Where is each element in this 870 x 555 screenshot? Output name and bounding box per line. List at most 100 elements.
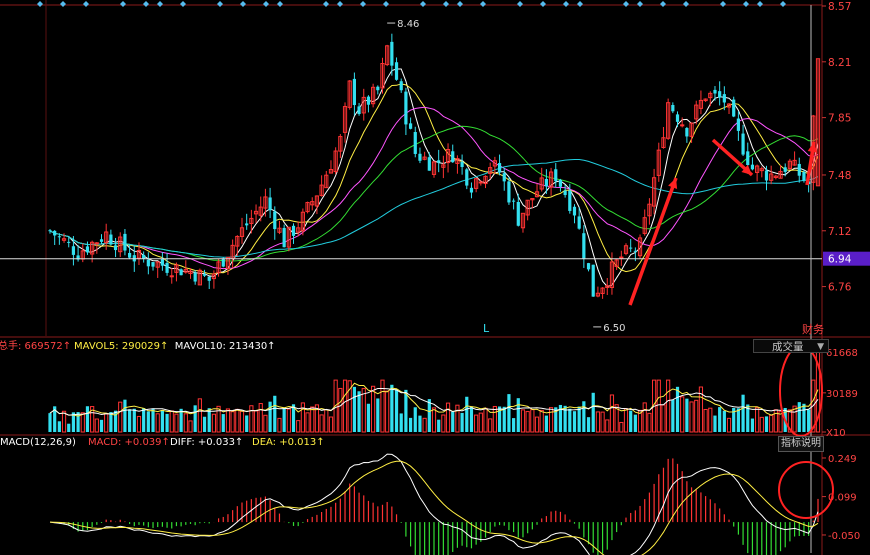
candle-body	[324, 174, 329, 189]
volume-bar	[71, 412, 76, 432]
candle-body	[698, 99, 704, 109]
volume-bar	[399, 413, 403, 432]
candle-body	[783, 167, 787, 172]
volume-bar	[671, 399, 675, 432]
volume-bar	[357, 391, 361, 432]
volume-bar	[67, 423, 71, 432]
volume-bar	[755, 407, 760, 433]
volume-bar	[207, 408, 211, 432]
candle-body	[404, 91, 408, 125]
candle-body	[319, 184, 324, 196]
volume-bar	[118, 401, 123, 433]
volume-bar	[451, 411, 455, 432]
volume-bar	[273, 395, 277, 432]
indicator-help-button[interactable]: 指标说明	[778, 436, 824, 452]
event-marker	[143, 1, 149, 7]
event-marker	[720, 1, 726, 7]
price-tick-label: 7.48	[828, 170, 851, 182]
volume-bar	[94, 418, 99, 433]
event-marker	[637, 1, 643, 7]
event-marker	[683, 1, 689, 7]
candle-body	[605, 285, 610, 288]
candle-body	[539, 177, 544, 190]
candle-body	[99, 239, 104, 242]
volume-bar	[750, 418, 755, 432]
volume-bar	[314, 404, 320, 433]
event-marker	[757, 1, 763, 7]
price-tick-label: 6.76	[828, 282, 852, 294]
volume-bar	[764, 416, 769, 432]
candle-body	[347, 80, 352, 108]
volume-bar	[277, 417, 282, 433]
volume-tick-label: X10	[826, 428, 846, 439]
candle-body	[67, 241, 71, 243]
candle-body	[431, 161, 437, 175]
volume-bar	[437, 419, 441, 432]
candle-body	[104, 231, 109, 244]
candle-body	[437, 160, 441, 163]
volume-bar	[703, 408, 708, 433]
high-marker-label: 8.46	[397, 19, 419, 30]
candle-body	[656, 149, 661, 176]
event-marker	[780, 1, 786, 7]
volume-bar	[568, 408, 572, 432]
candle-body	[357, 106, 361, 115]
indicator-selector-label: 成交量	[772, 341, 804, 353]
candle-body	[736, 118, 740, 131]
candle-body	[637, 237, 643, 257]
volume-bar	[718, 407, 722, 432]
volume-bar	[286, 408, 291, 433]
volume-bar	[708, 407, 713, 433]
candle-body	[113, 245, 118, 251]
volume-bar	[534, 416, 540, 433]
event-marker	[743, 1, 749, 7]
candle-body	[273, 211, 277, 230]
volume-bar	[422, 417, 427, 433]
candle-body	[221, 258, 225, 267]
macd-header-0: MACD(12,26,9)	[0, 437, 76, 448]
volume-bar	[404, 389, 408, 432]
volume-bar	[675, 386, 680, 432]
mavol10-line	[49, 388, 819, 416]
candle-body	[193, 272, 197, 282]
marker-l: L	[483, 322, 490, 335]
candle-body	[750, 164, 755, 170]
candle-body	[146, 259, 150, 267]
candle-body	[619, 256, 624, 259]
event-marker	[577, 1, 583, 7]
candle-body	[71, 246, 76, 255]
volume-bar	[113, 410, 118, 432]
volume-bar	[685, 398, 689, 432]
macd-highlight-circle	[778, 461, 834, 519]
candle-body	[685, 128, 689, 137]
candle-body	[741, 133, 745, 155]
candle-body	[488, 167, 493, 174]
indicator-selector[interactable]: 成交量 ▼	[753, 339, 829, 353]
volume-bar	[539, 409, 544, 433]
volume-bar	[352, 386, 356, 432]
candle-body	[815, 58, 821, 187]
candle-body	[726, 103, 732, 108]
candle-body	[197, 269, 202, 286]
volume-bar	[512, 418, 516, 432]
price-tick-label: 7.85	[828, 113, 851, 125]
event-marker	[540, 1, 546, 7]
candle-body	[174, 264, 179, 273]
volume-bar	[338, 387, 343, 433]
candle-body	[123, 233, 127, 251]
finance-label: 财务	[802, 322, 824, 336]
volume-bar	[689, 401, 694, 433]
volume-bar	[90, 406, 95, 433]
candle-body	[179, 269, 183, 276]
volume-bar	[544, 415, 548, 432]
candle-body	[563, 190, 567, 196]
candle-body	[296, 227, 301, 233]
candle-body	[746, 151, 750, 166]
event-marker	[623, 1, 629, 7]
volume-bar	[492, 405, 497, 433]
candle-body	[245, 223, 249, 226]
candle-body	[142, 254, 146, 259]
candle-body	[216, 261, 221, 274]
